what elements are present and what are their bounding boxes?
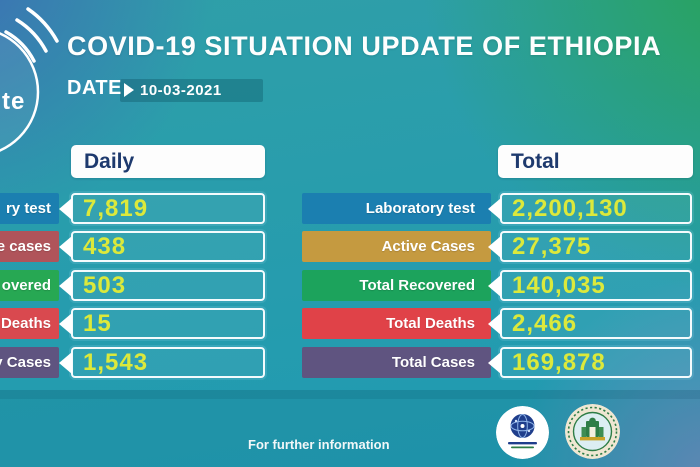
daily-column-header: Daily [71,145,265,178]
daily-value-box-recovered: 503 [71,270,265,301]
total-label-bar-cases: Total Cases [302,347,491,378]
total-label-active-cases: Active Cases [381,238,475,255]
total-value-box-cases: 169,878 [500,347,692,378]
total-value-box-deaths: 2,466 [500,308,692,339]
footer-line1: For further information [248,437,390,452]
daily-value-deaths: 15 [83,309,112,337]
daily-label-cases: y Cases [0,354,51,371]
corner-emblem-text: te [2,88,26,115]
total-column-header: Total [498,145,693,178]
date-value: 10-03-2021 [140,82,222,99]
daily-value-recovered: 503 [83,271,127,299]
total-label-laboratory-test: Laboratory test [365,200,475,217]
total-label-recovered: Total Recovered [359,277,475,294]
total-value-cases: 169,878 [512,348,606,376]
daily-value-box-cases: 1,543 [71,347,265,378]
total-label-bar-recovered: Total Recovered [302,270,491,301]
daily-label-recovered: overed [1,277,51,294]
total-label-bar-deaths: Total Deaths [302,308,491,339]
ministry-of-health-logo-icon [565,404,620,459]
date-arrow-icon [124,83,134,97]
daily-value-active-cases: 438 [83,232,127,260]
total-value-box-recovered: 140,035 [500,270,692,301]
page-title: COVID-19 SITUATION UPDATE OF ETHIOPIA [67,31,662,61]
corner-emblem-icon [0,7,59,152]
total-value-laboratory-test: 2,200,130 [512,194,628,222]
total-value-box-laboratory-test: 2,200,130 [500,193,692,224]
daily-label-active-cases: e cases [0,238,51,255]
daily-label-laboratory-test: ry test [5,200,51,217]
daily-label-bar-recovered: overed [0,270,59,301]
daily-label-deaths: Deaths [0,315,51,332]
footer-info: For further information Call 8335 or 952… [248,402,390,467]
daily-label-bar-deaths: Deaths [0,308,59,339]
total-label-bar-laboratory-test: Laboratory test [302,193,491,224]
date-label: DATE [67,77,122,99]
daily-label-bar-laboratory-test: ry test [0,193,59,224]
date-band [120,79,263,102]
total-value-active-cases: 27,375 [512,232,592,260]
total-value-box-active-cases: 27,375 [500,231,692,262]
daily-value-box-deaths: 15 [71,308,265,339]
daily-value-box-laboratory-test: 7,819 [71,193,265,224]
daily-label-bar-active-cases: e cases [0,231,59,262]
total-label-cases: Total Cases [391,354,475,371]
total-value-recovered: 140,035 [512,271,606,299]
footer-divider [0,390,700,399]
total-label-deaths: Total Deaths [386,315,475,332]
daily-value-box-active-cases: 438 [71,231,265,262]
total-value-deaths: 2,466 [512,309,578,337]
ephi-logo-icon [496,406,549,459]
total-label-bar-active-cases: Active Cases [302,231,491,262]
daily-label-bar-cases: y Cases [0,347,59,378]
daily-value-cases: 1,543 [83,348,149,376]
daily-value-laboratory-test: 7,819 [83,194,149,222]
